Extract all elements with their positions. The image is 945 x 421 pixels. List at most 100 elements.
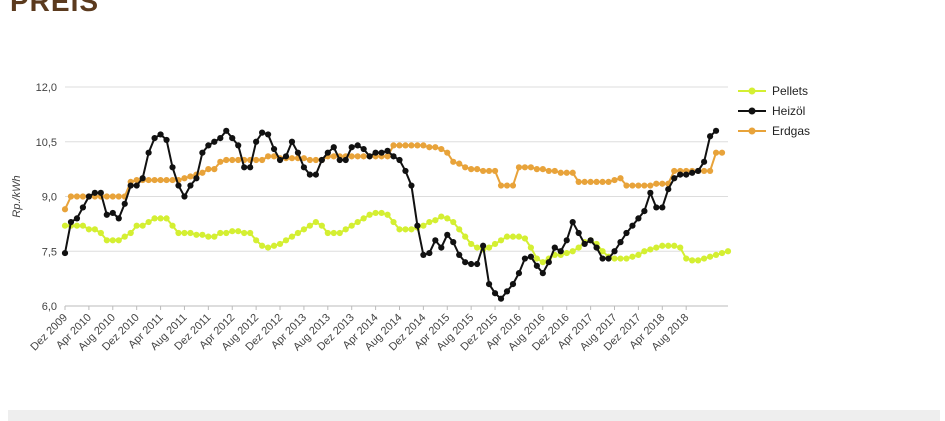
data-point bbox=[462, 164, 469, 171]
data-point bbox=[575, 178, 582, 185]
data-point bbox=[103, 211, 110, 218]
data-point bbox=[706, 133, 714, 140]
data-point bbox=[73, 215, 81, 222]
data-point bbox=[438, 213, 445, 220]
data-point bbox=[617, 255, 624, 262]
data-point bbox=[115, 193, 122, 200]
y-tick-label: 10,5 bbox=[36, 137, 57, 149]
data-point bbox=[276, 240, 284, 248]
data-point bbox=[671, 175, 678, 182]
legend-label: Pellets bbox=[772, 84, 808, 98]
data-point bbox=[587, 178, 594, 185]
data-point bbox=[193, 231, 200, 238]
data-point bbox=[103, 193, 110, 200]
data-point bbox=[175, 182, 182, 189]
data-point bbox=[253, 138, 260, 145]
data-point bbox=[223, 156, 230, 164]
data-point bbox=[587, 237, 594, 244]
data-point bbox=[390, 218, 397, 226]
data-point bbox=[629, 182, 636, 189]
data-point bbox=[79, 193, 87, 200]
data-point bbox=[623, 182, 630, 189]
data-point bbox=[647, 182, 654, 189]
data-point bbox=[533, 255, 540, 262]
data-point bbox=[420, 222, 427, 229]
data-point bbox=[509, 182, 517, 189]
data-point bbox=[701, 255, 708, 262]
data-point bbox=[671, 167, 678, 175]
data-point bbox=[521, 235, 529, 242]
y-axis-title: Rp./kWh bbox=[11, 175, 23, 217]
data-point bbox=[312, 218, 319, 226]
data-point bbox=[515, 233, 523, 240]
data-point bbox=[241, 164, 248, 171]
data-point bbox=[348, 153, 355, 160]
legend: Pellets Heizöl Erdgas bbox=[738, 84, 810, 138]
data-point bbox=[163, 176, 170, 184]
data-point bbox=[718, 249, 726, 257]
data-point bbox=[145, 218, 152, 226]
data-point bbox=[115, 215, 122, 222]
data-point bbox=[366, 153, 373, 160]
data-point bbox=[491, 240, 499, 248]
data-point bbox=[324, 229, 331, 237]
series-2 bbox=[61, 142, 726, 213]
data-point bbox=[521, 164, 529, 171]
data-point bbox=[659, 204, 666, 211]
data-point bbox=[348, 222, 355, 229]
data-point bbox=[318, 156, 325, 164]
data-point bbox=[157, 131, 164, 138]
data-point bbox=[617, 239, 624, 246]
data-point bbox=[408, 182, 415, 189]
data-point bbox=[647, 189, 654, 196]
data-point bbox=[599, 178, 606, 185]
data-point bbox=[468, 166, 475, 173]
data-point bbox=[617, 175, 624, 182]
legend-label: Erdgas bbox=[772, 124, 810, 138]
data-point bbox=[187, 229, 194, 237]
data-point bbox=[199, 149, 206, 156]
data-point bbox=[527, 253, 534, 260]
data-point bbox=[689, 169, 696, 176]
data-point bbox=[127, 182, 134, 189]
data-point bbox=[121, 200, 128, 207]
data-point bbox=[521, 255, 529, 262]
data-point bbox=[557, 248, 564, 255]
data-point bbox=[497, 182, 505, 189]
data-point bbox=[706, 253, 714, 260]
data-point bbox=[211, 138, 218, 145]
data-point bbox=[241, 229, 248, 237]
data-point bbox=[330, 153, 337, 160]
data-point bbox=[157, 176, 164, 184]
data-point bbox=[539, 166, 546, 173]
legend-marker bbox=[748, 107, 756, 115]
data-point bbox=[229, 156, 236, 164]
data-point bbox=[444, 215, 451, 222]
data-point bbox=[300, 155, 308, 162]
data-point bbox=[139, 222, 146, 229]
data-point bbox=[581, 240, 588, 248]
legend-marker bbox=[748, 87, 756, 95]
data-point bbox=[282, 237, 290, 244]
data-point bbox=[217, 158, 224, 165]
data-point bbox=[205, 166, 212, 173]
data-point bbox=[270, 145, 278, 153]
data-point bbox=[312, 156, 319, 164]
data-point bbox=[420, 251, 427, 258]
data-point bbox=[647, 246, 654, 253]
data-point bbox=[491, 167, 499, 175]
data-point bbox=[539, 270, 546, 277]
data-point bbox=[641, 208, 648, 215]
data-point bbox=[169, 222, 176, 229]
data-point bbox=[288, 155, 296, 162]
data-point bbox=[659, 180, 666, 187]
legend-item: Pellets bbox=[738, 84, 808, 98]
data-point bbox=[420, 142, 427, 149]
data-point bbox=[79, 204, 87, 211]
data-point bbox=[396, 142, 403, 149]
data-point bbox=[205, 142, 212, 149]
data-point bbox=[187, 173, 194, 180]
data-point bbox=[450, 158, 457, 165]
legend-item: Heizöl bbox=[738, 104, 805, 118]
series-layer bbox=[61, 127, 732, 302]
